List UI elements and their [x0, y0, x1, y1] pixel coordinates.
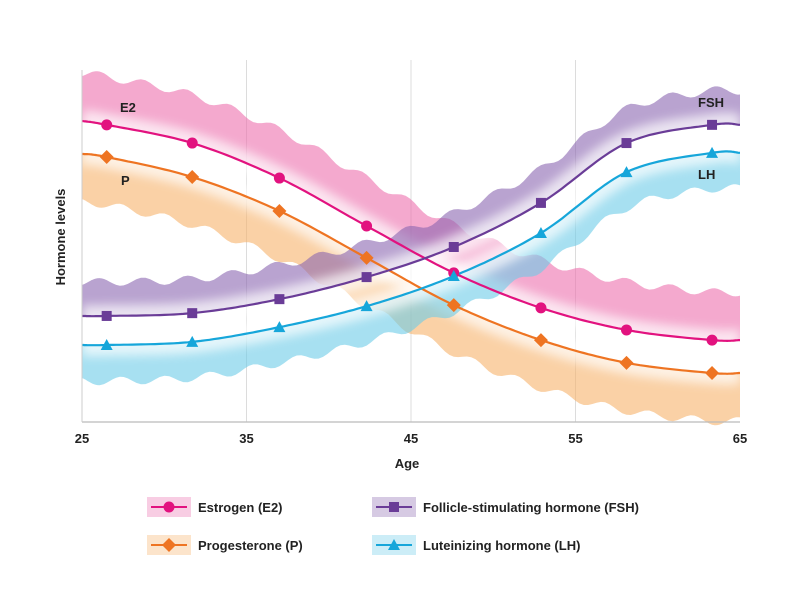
legend-label: Estrogen (E2): [198, 499, 283, 515]
marker-fsh: [448, 242, 459, 252]
marker-lh: [706, 146, 719, 158]
legend-item-lh: Luteinizing hormone (LH): [372, 535, 580, 555]
legend-marker: [388, 539, 400, 550]
marker-fsh: [274, 294, 285, 305]
marker-fsh: [361, 272, 372, 283]
y-axis-label: Hormone levels: [53, 189, 68, 286]
x-tick-label: 25: [75, 431, 89, 446]
series-lines: [81, 119, 740, 375]
marker-lh: [360, 300, 373, 312]
marker-lh: [534, 227, 547, 238]
band-e2: [82, 71, 740, 341]
legend-item-p: Progesterone (P): [147, 535, 303, 555]
marker-fsh: [101, 310, 112, 321]
marker-p: [359, 250, 374, 265]
legend-marker: [389, 502, 399, 512]
legend-label: Follicle-stimulating hormone (FSH): [423, 499, 639, 515]
marker-fsh: [187, 308, 198, 319]
marker-p: [99, 150, 114, 165]
x-tick-label: 45: [404, 431, 418, 446]
marker-p: [619, 355, 634, 370]
band-fsh: [82, 86, 740, 317]
marker-p: [533, 333, 548, 348]
series-label-p: P: [121, 173, 130, 188]
series-label-lh: LH: [698, 167, 715, 182]
marker-p: [185, 170, 200, 184]
marker-lh: [273, 321, 286, 333]
legend-item-e2: Estrogen (E2): [147, 497, 283, 517]
legend-swatch-p: [147, 535, 191, 555]
line-e2: [81, 119, 740, 343]
marker-lh: [620, 166, 633, 178]
marker-e2: [620, 324, 632, 336]
legend-swatch-e2: [147, 497, 191, 517]
x-tick-label: 65: [733, 431, 747, 446]
marker-p: [446, 298, 461, 313]
marker-p: [272, 203, 287, 218]
series-label-fsh: FSH: [698, 95, 724, 110]
x-axis-label: Age: [395, 456, 420, 471]
legend-label: Luteinizing hormone (LH): [423, 537, 581, 553]
series-label-e2: E2: [120, 100, 136, 115]
line-p: [81, 152, 740, 375]
marker-lh: [186, 335, 199, 347]
marker-fsh: [707, 119, 718, 130]
line-fsh: [81, 122, 740, 318]
marker-e2: [535, 302, 547, 314]
series-markers: [99, 119, 720, 380]
x-tick-labels: 25 35 45 55 65: [75, 431, 747, 446]
legend-item-fsh: Follicle-stimulating hormone (FSH): [372, 497, 639, 517]
marker-p: [705, 366, 720, 380]
marker-e2: [186, 137, 198, 149]
x-tick-label: 55: [568, 431, 582, 446]
legend-marker: [163, 501, 175, 513]
marker-e2: [361, 220, 373, 232]
legend-swatch-fsh: [372, 497, 416, 517]
marker-e2: [101, 119, 113, 131]
x-tick-label: 35: [239, 431, 253, 446]
legend-marker: [162, 538, 176, 552]
marker-lh: [447, 270, 460, 282]
marker-fsh: [621, 138, 632, 149]
marker-fsh: [535, 197, 546, 208]
legend-label: Progesterone (P): [198, 537, 303, 553]
marker-e2: [273, 172, 285, 184]
marker-e2: [706, 334, 718, 346]
legend-swatch-lh: [372, 535, 416, 555]
line-lh: [82, 150, 740, 347]
marker-lh: [100, 339, 113, 350]
